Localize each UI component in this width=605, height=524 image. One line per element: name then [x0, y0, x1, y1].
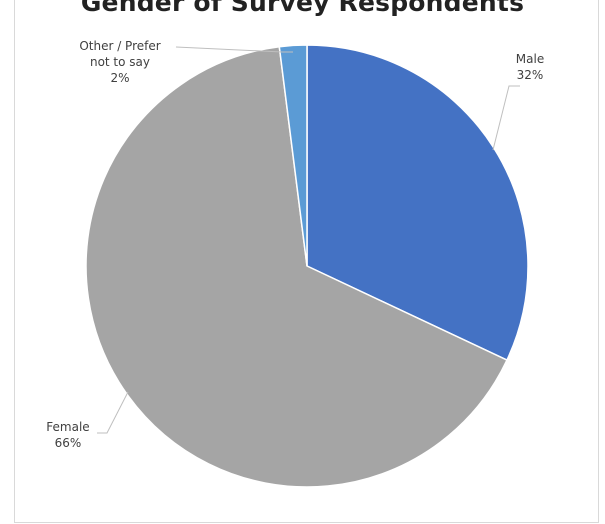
data-label-other-prefer-not-to-say: Other / Prefer not to say 2%: [79, 39, 160, 85]
data-label-line: Male: [516, 52, 544, 66]
leader-line: [97, 391, 129, 434]
data-label-line: 66%: [55, 436, 82, 450]
chart-title: Gender of Survey Respondents: [80, 0, 525, 17]
leader-line: [492, 85, 520, 151]
data-label-line: Other / Prefer: [79, 39, 160, 53]
data-label-male: Male 32%: [516, 52, 544, 82]
pie-slice-other-prefer-not-to-say: [278, 44, 308, 267]
data-label-line: 2%: [110, 71, 129, 85]
data-label-line: not to say: [90, 55, 150, 69]
data-label-line: 32%: [517, 68, 544, 82]
chart-area: [14, 0, 599, 523]
data-label-line: Female: [46, 420, 89, 434]
leader-line: [175, 46, 293, 53]
data-label-female: Female 66%: [46, 420, 89, 450]
pie-slice-female: [85, 45, 508, 488]
